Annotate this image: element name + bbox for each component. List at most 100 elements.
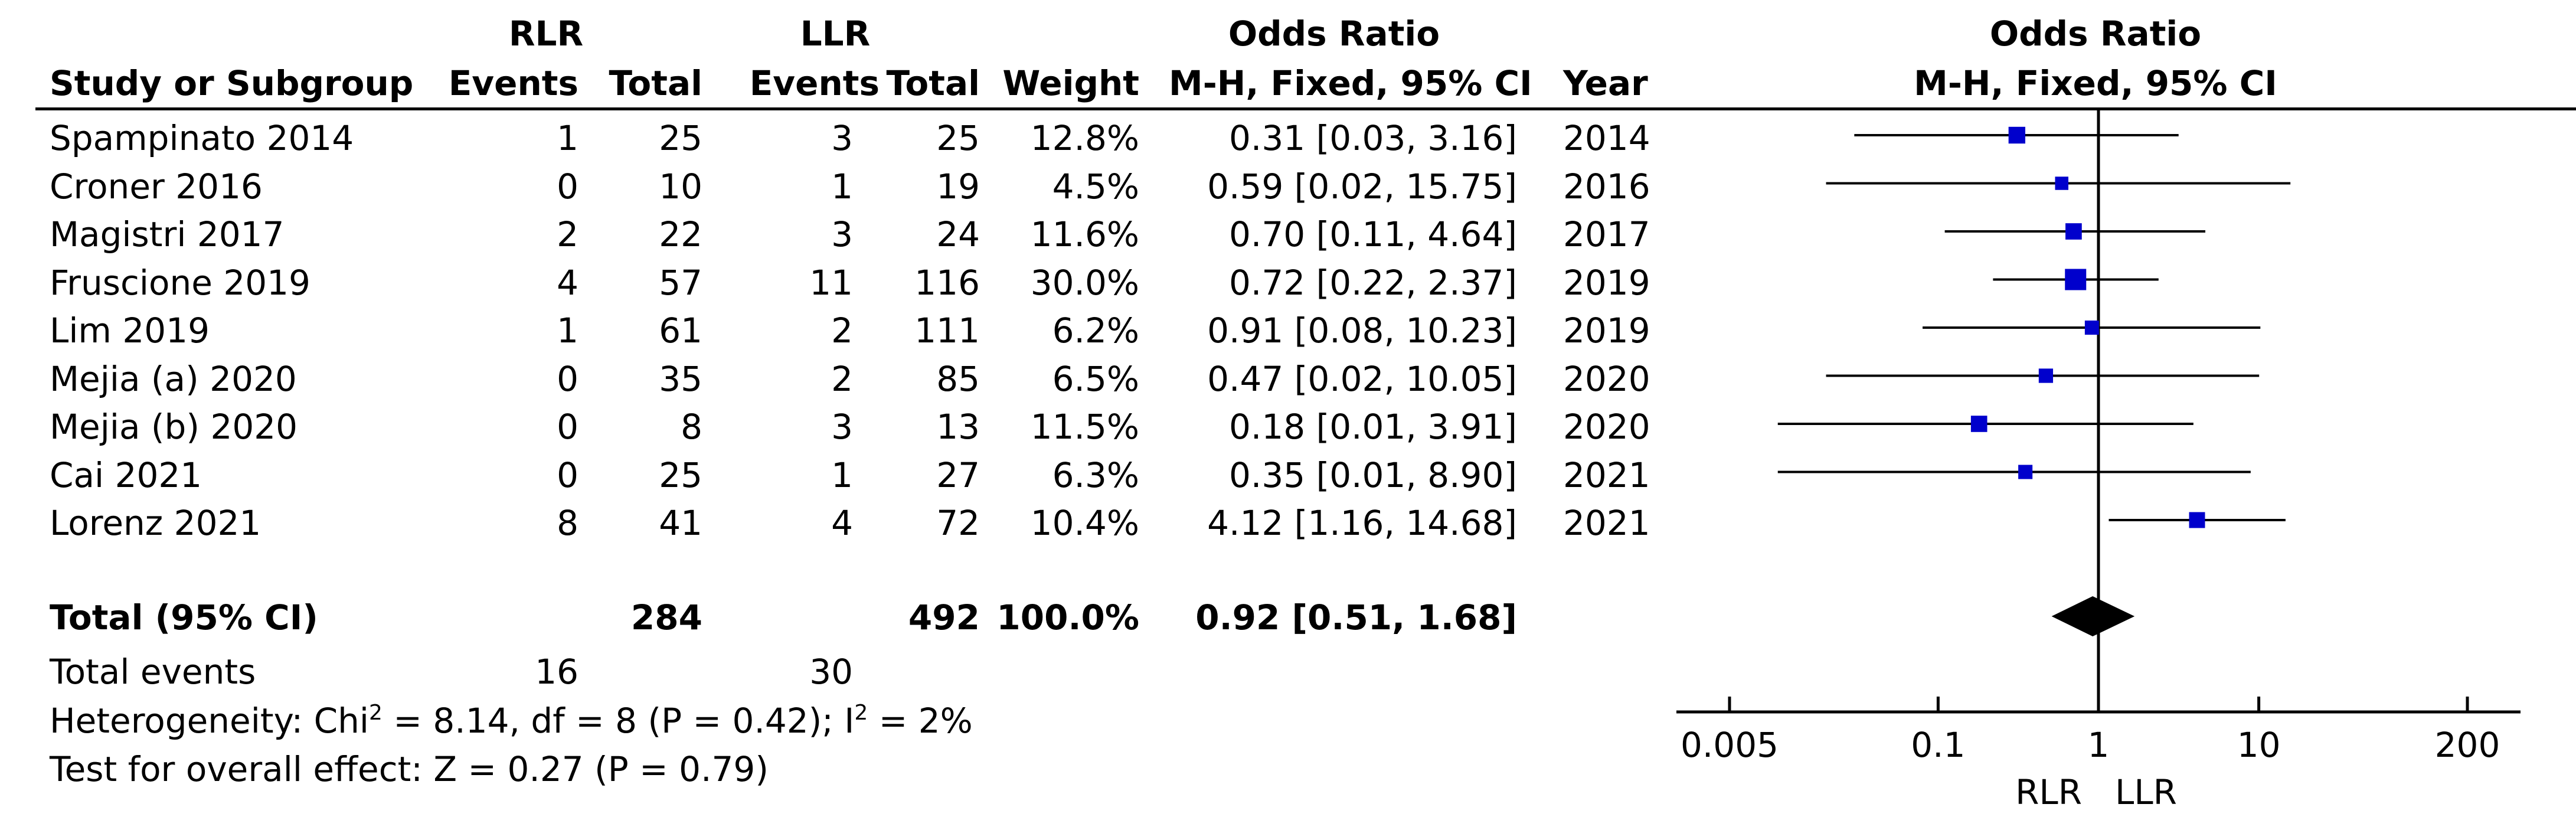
header-rule	[35, 107, 2576, 110]
ci-text-cell: 0.47 [0.02, 10.05]	[1207, 358, 1517, 399]
llr-total-cell: 111	[914, 311, 980, 351]
plot-method-header: M-H, Fixed, 95% CI	[1914, 63, 2277, 103]
llr-events-header: Events	[749, 63, 880, 103]
rlr-events-cell: 0	[557, 166, 578, 207]
plot-title: Odds Ratio	[1989, 14, 2202, 54]
llr-group-header: LLR	[800, 14, 871, 54]
point-estimate-marker	[2065, 269, 2087, 290]
total-ci-text: 0.92 [0.51, 1.68]	[1195, 597, 1517, 638]
llr-total-header: Total	[886, 63, 980, 103]
llr-total-cell: 19	[936, 166, 980, 207]
rlr-events-cell: 1	[557, 118, 578, 158]
total-events-label: Total events	[50, 652, 256, 692]
study-name: Spampinato 2014	[50, 118, 354, 158]
llr-events-cell: 3	[831, 407, 853, 447]
rlr-total-cell: 57	[659, 262, 702, 303]
ci-text-cell: 0.35 [0.01, 8.90]	[1229, 455, 1517, 495]
ci-text-cell: 4.12 [1.16, 14.68]	[1207, 503, 1517, 543]
llr-total-cell: 116	[914, 262, 980, 303]
rlr-total-cell: 25	[659, 118, 702, 158]
year-cell: 2014	[1563, 118, 1650, 158]
llr-total-cell: 85	[936, 358, 980, 399]
total-events-rlr: 16	[535, 652, 578, 692]
rlr-total-cell: 22	[659, 214, 702, 254]
year-cell: 2020	[1563, 358, 1650, 399]
overall-effect-text: Test for overall effect: Z = 0.27 (P = 0…	[50, 749, 769, 789]
weight-cell: 12.8%	[1030, 118, 1139, 158]
rlr-events-cell: 8	[557, 503, 578, 543]
llr-events-cell: 3	[831, 214, 853, 254]
llr-events-cell: 4	[831, 503, 853, 543]
study-name: Lorenz 2021	[50, 503, 261, 543]
year-cell: 2019	[1563, 262, 1650, 303]
rlr-total-cell: 61	[659, 311, 702, 351]
x-tick-label: 10	[2237, 725, 2281, 765]
ci-text-cell: 0.31 [0.03, 3.16]	[1229, 118, 1517, 158]
weight-cell: 10.4%	[1030, 503, 1139, 543]
favours-right-label: LLR	[2115, 772, 2177, 812]
rlr-events-header: Events	[448, 63, 578, 103]
study-name: Mejia (b) 2020	[50, 407, 298, 447]
year-cell: 2021	[1563, 503, 1650, 543]
llr-events-cell: 2	[831, 358, 853, 399]
weight-cell: 4.5%	[1052, 166, 1139, 207]
point-estimate-marker	[2018, 465, 2033, 479]
rlr-total-cell: 35	[659, 358, 702, 399]
point-estimate-marker	[2038, 368, 2054, 383]
x-tick-label: 1	[2088, 725, 2110, 765]
study-name: Croner 2016	[50, 166, 263, 207]
rlr-events-cell: 0	[557, 358, 578, 399]
year-cell: 2021	[1563, 455, 1650, 495]
ci-text-cell: 0.59 [0.02, 15.75]	[1207, 166, 1517, 207]
total-weight: 100.0%	[996, 597, 1139, 638]
study-name: Fruscione 2019	[50, 262, 310, 303]
llr-events-cell: 11	[809, 262, 853, 303]
rlr-events-cell: 4	[557, 262, 578, 303]
point-estimate-marker	[1970, 416, 1987, 432]
weight-cell: 6.5%	[1052, 358, 1139, 399]
year-cell: 2019	[1563, 311, 1650, 351]
ci-text-cell: 0.70 [0.11, 4.64]	[1229, 214, 1517, 254]
weight-cell: 11.6%	[1030, 214, 1139, 254]
total-rlr-total: 284	[630, 597, 702, 638]
llr-total-cell: 24	[936, 214, 980, 254]
llr-events-cell: 2	[831, 311, 853, 351]
llr-events-cell: 3	[831, 118, 853, 158]
x-tick-label: 0.005	[1681, 725, 1779, 765]
point-estimate-marker	[2189, 512, 2205, 528]
total-llr-total: 492	[908, 597, 980, 638]
total-label: Total (95% CI)	[50, 597, 318, 638]
rlr-total-cell: 8	[681, 407, 702, 447]
rlr-events-cell: 2	[557, 214, 578, 254]
study-name: Lim 2019	[50, 311, 210, 351]
or-method-header: M-H, Fixed, 95% CI	[1169, 63, 1532, 103]
rlr-events-cell: 0	[557, 407, 578, 447]
year-cell: 2016	[1563, 166, 1650, 207]
ci-text-cell: 0.72 [0.22, 2.37]	[1229, 262, 1517, 303]
study-name: Mejia (a) 2020	[50, 358, 297, 399]
rlr-total-cell: 10	[659, 166, 702, 207]
study-column-header: Study or Subgroup	[50, 63, 414, 103]
llr-total-cell: 13	[936, 407, 980, 447]
year-header: Year	[1563, 63, 1648, 103]
ci-text-cell: 0.91 [0.08, 10.23]	[1207, 311, 1517, 351]
point-estimate-marker	[2055, 177, 2069, 190]
weight-cell: 30.0%	[1030, 262, 1139, 303]
study-name: Magistri 2017	[50, 214, 285, 254]
rlr-group-header: RLR	[508, 14, 584, 54]
point-estimate-marker	[2008, 126, 2026, 144]
rlr-total-header: Total	[609, 63, 702, 103]
rlr-events-cell: 0	[557, 455, 578, 495]
weight-cell: 6.3%	[1052, 455, 1139, 495]
rlr-total-cell: 25	[659, 455, 702, 495]
heterogeneity-text: Heterogeneity: Chi2 = 8.14, df = 8 (P = …	[50, 701, 973, 741]
point-estimate-marker	[2084, 320, 2099, 335]
odds-ratio-group-header: Odds Ratio	[1228, 14, 1440, 54]
x-tick-label: 200	[2435, 725, 2500, 765]
llr-total-cell: 27	[936, 455, 980, 495]
year-cell: 2017	[1563, 214, 1650, 254]
study-name: Cai 2021	[50, 455, 202, 495]
ci-text-cell: 0.18 [0.01, 3.91]	[1229, 407, 1517, 447]
weight-cell: 6.2%	[1052, 311, 1139, 351]
